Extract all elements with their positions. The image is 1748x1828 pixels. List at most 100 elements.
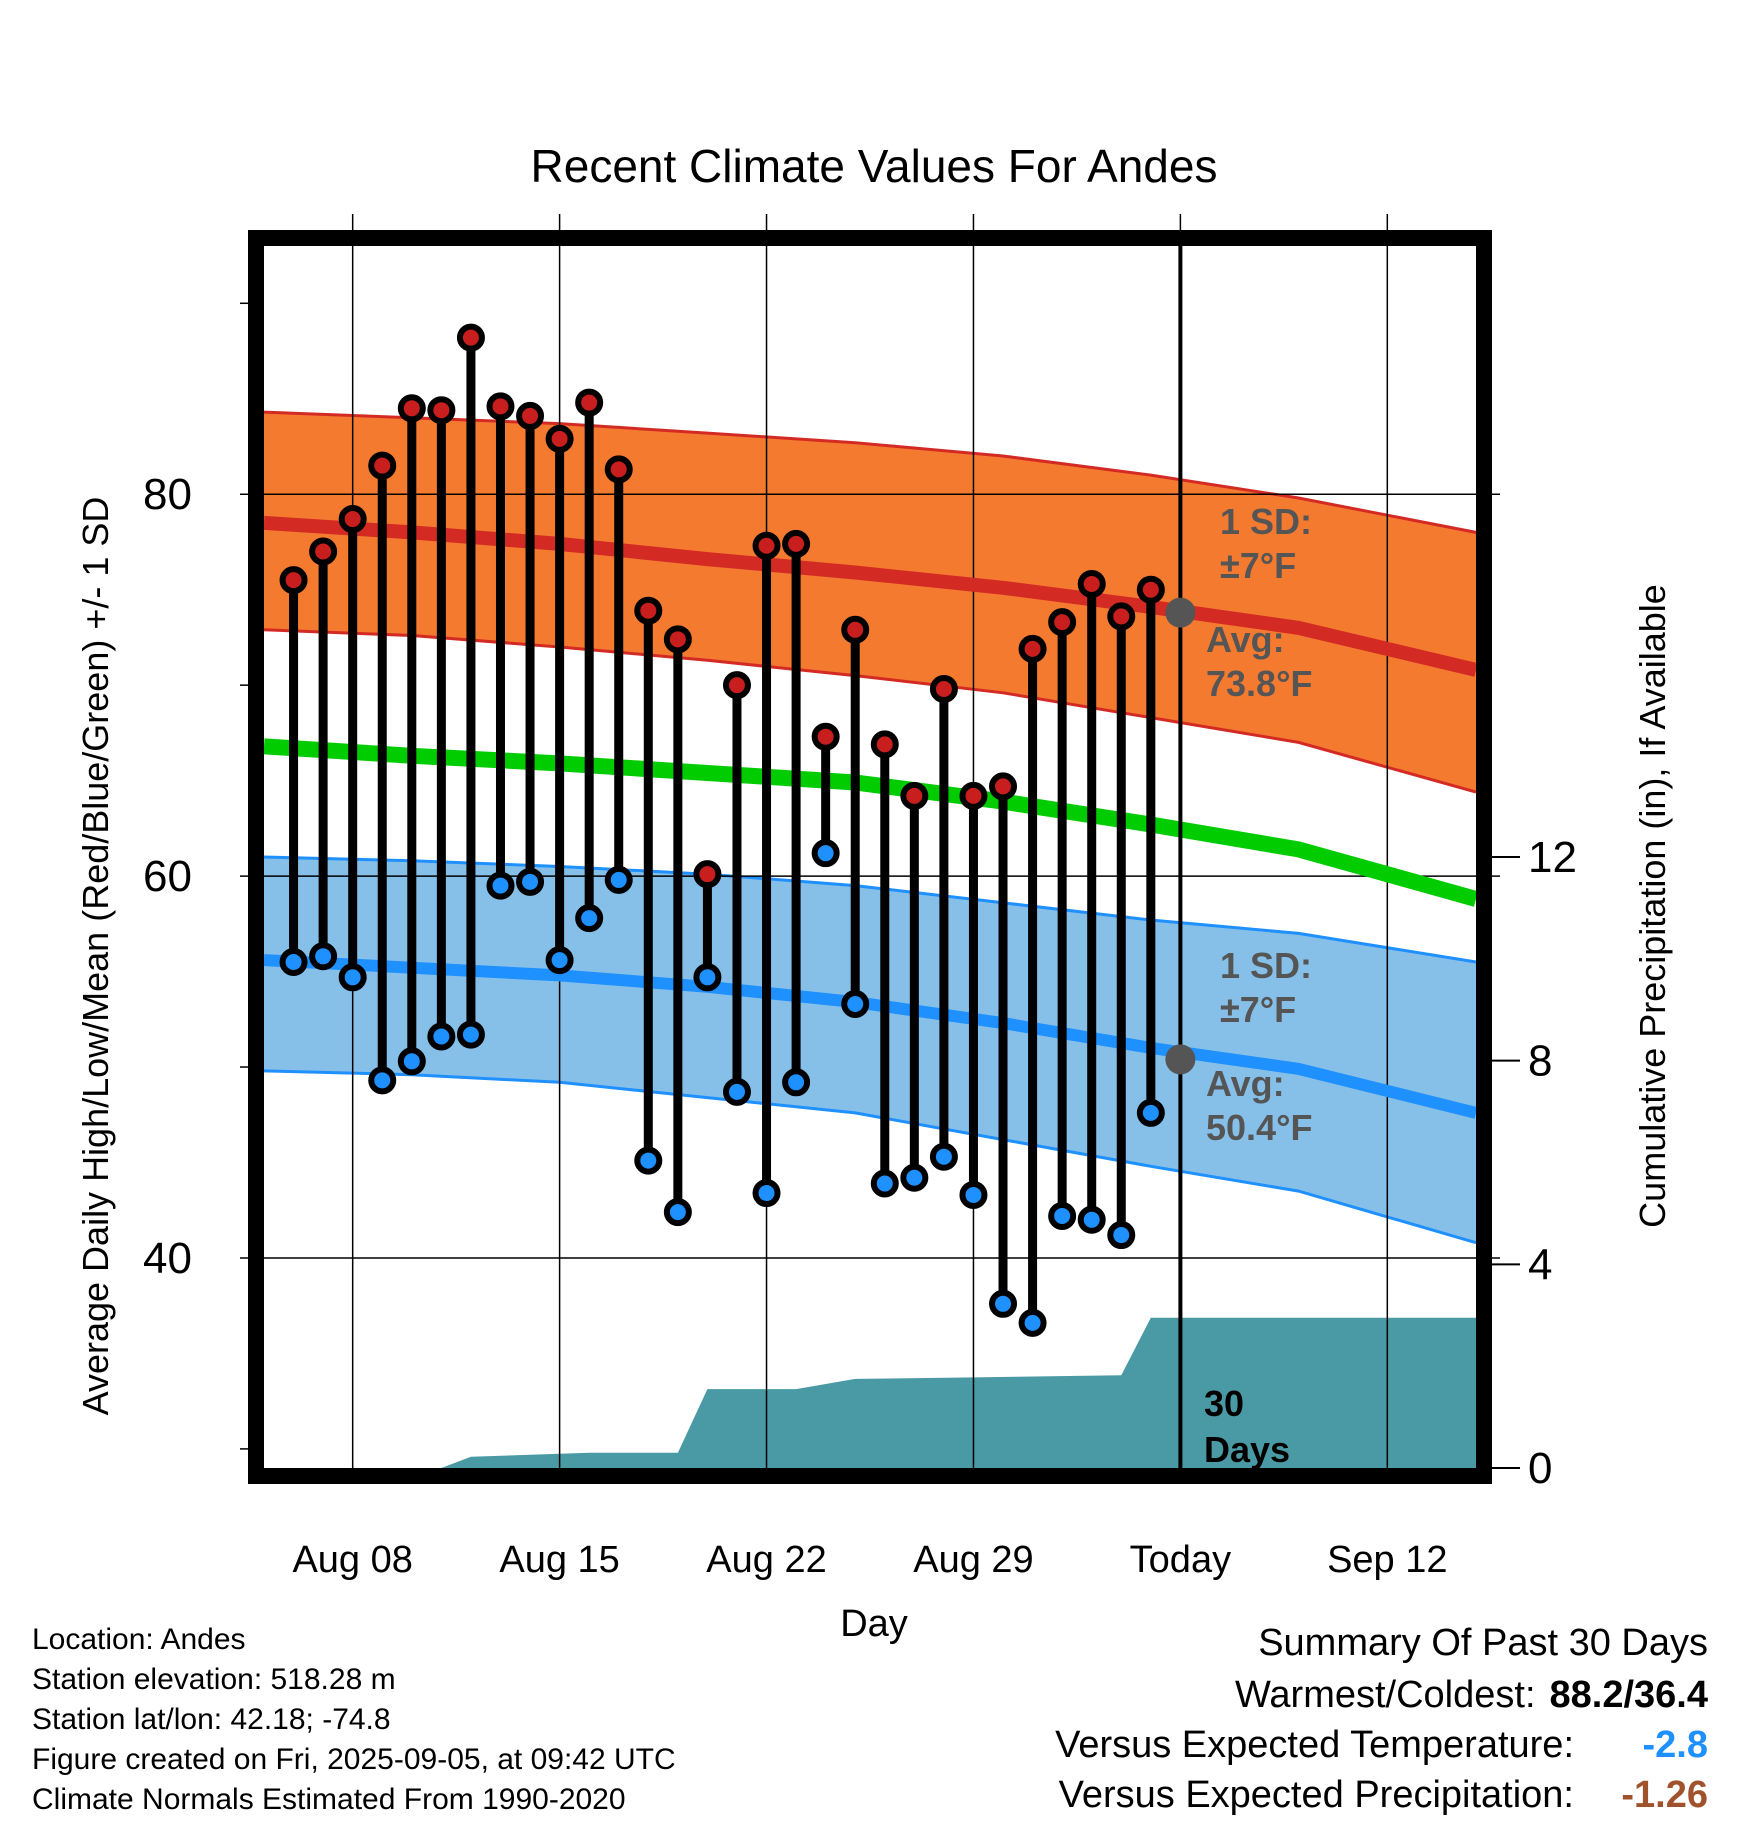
summary-precip: Versus Expected Precipitation: -1.26 bbox=[1055, 1770, 1708, 1820]
latlon-text: Station lat/lon: 42.18; -74.8 bbox=[32, 1703, 391, 1736]
high-mean-line bbox=[264, 515, 1476, 677]
high-upper-edge bbox=[263, 410, 1477, 534]
x-axis-label: Day bbox=[840, 1603, 908, 1645]
created-text: Figure created on Fri, 2025-09-05, at 09… bbox=[32, 1743, 676, 1776]
high-point bbox=[959, 781, 988, 810]
y2-tick-label: 4 bbox=[1528, 1240, 1552, 1289]
low-point bbox=[486, 871, 515, 900]
high-point bbox=[1136, 575, 1165, 604]
low-point bbox=[782, 1068, 811, 1097]
today-high-avg-marker bbox=[1165, 597, 1196, 628]
low-point bbox=[870, 1169, 899, 1198]
low-point bbox=[1107, 1221, 1136, 1250]
high-point bbox=[604, 455, 633, 484]
low-sd-annotation: 1 SD: ±7°F bbox=[1220, 945, 1312, 1030]
low-lower-edge bbox=[263, 1069, 1477, 1245]
y2-tick-label: 12 bbox=[1528, 833, 1577, 882]
x-tick-label: Aug 15 bbox=[499, 1539, 619, 1581]
days-annotation: 30 Days bbox=[1204, 1383, 1290, 1470]
low-point bbox=[397, 1047, 426, 1076]
low-point bbox=[929, 1142, 958, 1171]
normals-text: Climate Normals Estimated From 1990-2020 bbox=[32, 1783, 626, 1816]
low-point bbox=[811, 839, 840, 868]
high-avg-annotation: Avg: 73.8°F bbox=[1206, 619, 1312, 704]
y-tick-label: 60 bbox=[143, 852, 192, 901]
low-point bbox=[1136, 1098, 1165, 1127]
high-sd-band bbox=[264, 412, 1476, 793]
low-point bbox=[1048, 1201, 1077, 1230]
y2-tick-label: 0 bbox=[1528, 1444, 1552, 1493]
low-point bbox=[752, 1179, 781, 1208]
high-point bbox=[427, 396, 456, 425]
precip-label: Versus Expected Precipitation: bbox=[1058, 1774, 1574, 1816]
x-tick-label: Sep 12 bbox=[1327, 1539, 1447, 1581]
low-point bbox=[545, 946, 574, 975]
y-tick-label: 40 bbox=[143, 1234, 192, 1283]
low-point bbox=[427, 1022, 456, 1051]
low-point bbox=[841, 990, 870, 1019]
low-point bbox=[516, 867, 545, 896]
low-point bbox=[1077, 1205, 1106, 1234]
high-point bbox=[456, 323, 485, 352]
high-sd-annotation: 1 SD: ±7°F bbox=[1220, 501, 1312, 586]
low-point bbox=[279, 948, 308, 977]
high-point bbox=[811, 722, 840, 751]
low-point bbox=[1018, 1308, 1047, 1337]
high-point bbox=[900, 781, 929, 810]
summary-temp: Versus Expected Temperature: -2.8 bbox=[1055, 1720, 1708, 1770]
high-point bbox=[722, 671, 751, 700]
high-point bbox=[1018, 634, 1047, 663]
low-point bbox=[309, 942, 338, 971]
y-axis-label: Average Daily High/Low/Mean (Red/Blue/Gr… bbox=[75, 497, 116, 1416]
high-point bbox=[663, 625, 692, 654]
x-tick-label: Aug 29 bbox=[913, 1539, 1033, 1581]
summary-title: Summary Of Past 30 Days bbox=[1258, 1622, 1708, 1664]
high-point bbox=[752, 531, 781, 560]
plot-frame bbox=[248, 230, 1492, 1484]
x-tick-label: Today bbox=[1130, 1539, 1231, 1581]
low-point bbox=[989, 1289, 1018, 1318]
high-point bbox=[338, 505, 367, 534]
temp-value: -2.8 bbox=[1642, 1724, 1708, 1766]
high-point bbox=[486, 392, 515, 421]
precip-area bbox=[264, 1317, 1476, 1468]
low-point bbox=[959, 1180, 988, 1209]
low-point bbox=[338, 963, 367, 992]
high-point bbox=[545, 424, 574, 453]
today-low-avg-marker bbox=[1165, 1044, 1196, 1075]
low-point bbox=[456, 1020, 485, 1049]
high-point bbox=[782, 529, 811, 558]
location-text: Location: Andes bbox=[32, 1623, 246, 1656]
summary-panel: Summary Of Past 30 Days Warmest/Coldest:… bbox=[1055, 1618, 1708, 1820]
high-point bbox=[1107, 602, 1136, 631]
high-point bbox=[575, 388, 604, 417]
high-point bbox=[693, 860, 722, 889]
high-point bbox=[279, 566, 308, 595]
low-point bbox=[693, 963, 722, 992]
high-point bbox=[397, 394, 426, 423]
temp-label: Versus Expected Temperature: bbox=[1055, 1724, 1574, 1766]
x-tick-label: Aug 08 bbox=[292, 1539, 412, 1581]
high-point bbox=[309, 537, 338, 566]
station-info: Location: Andes Station elevation: 518.2… bbox=[32, 1620, 676, 1820]
low-point bbox=[634, 1146, 663, 1175]
y2-axis-label: Cumulative Precipitation (in), If Availa… bbox=[1632, 584, 1673, 1228]
summary-warm-cold: Warmest/Coldest: 88.2/36.4 bbox=[1055, 1670, 1708, 1720]
low-point bbox=[900, 1163, 929, 1192]
chart-title: Recent Climate Values For Andes bbox=[531, 140, 1218, 192]
high-point bbox=[1077, 569, 1106, 598]
high-point bbox=[841, 615, 870, 644]
low-point bbox=[663, 1198, 692, 1227]
low-avg-annotation: Avg: 50.4°F bbox=[1206, 1063, 1312, 1148]
high-point bbox=[516, 401, 545, 430]
high-point bbox=[929, 674, 958, 703]
y2-tick-label: 8 bbox=[1528, 1037, 1552, 1086]
low-point bbox=[722, 1077, 751, 1106]
low-point bbox=[575, 904, 604, 933]
y-tick-label: 80 bbox=[143, 470, 192, 519]
high-point bbox=[870, 730, 899, 759]
low-point bbox=[368, 1066, 397, 1095]
high-point bbox=[634, 596, 663, 625]
high-point bbox=[989, 772, 1018, 801]
